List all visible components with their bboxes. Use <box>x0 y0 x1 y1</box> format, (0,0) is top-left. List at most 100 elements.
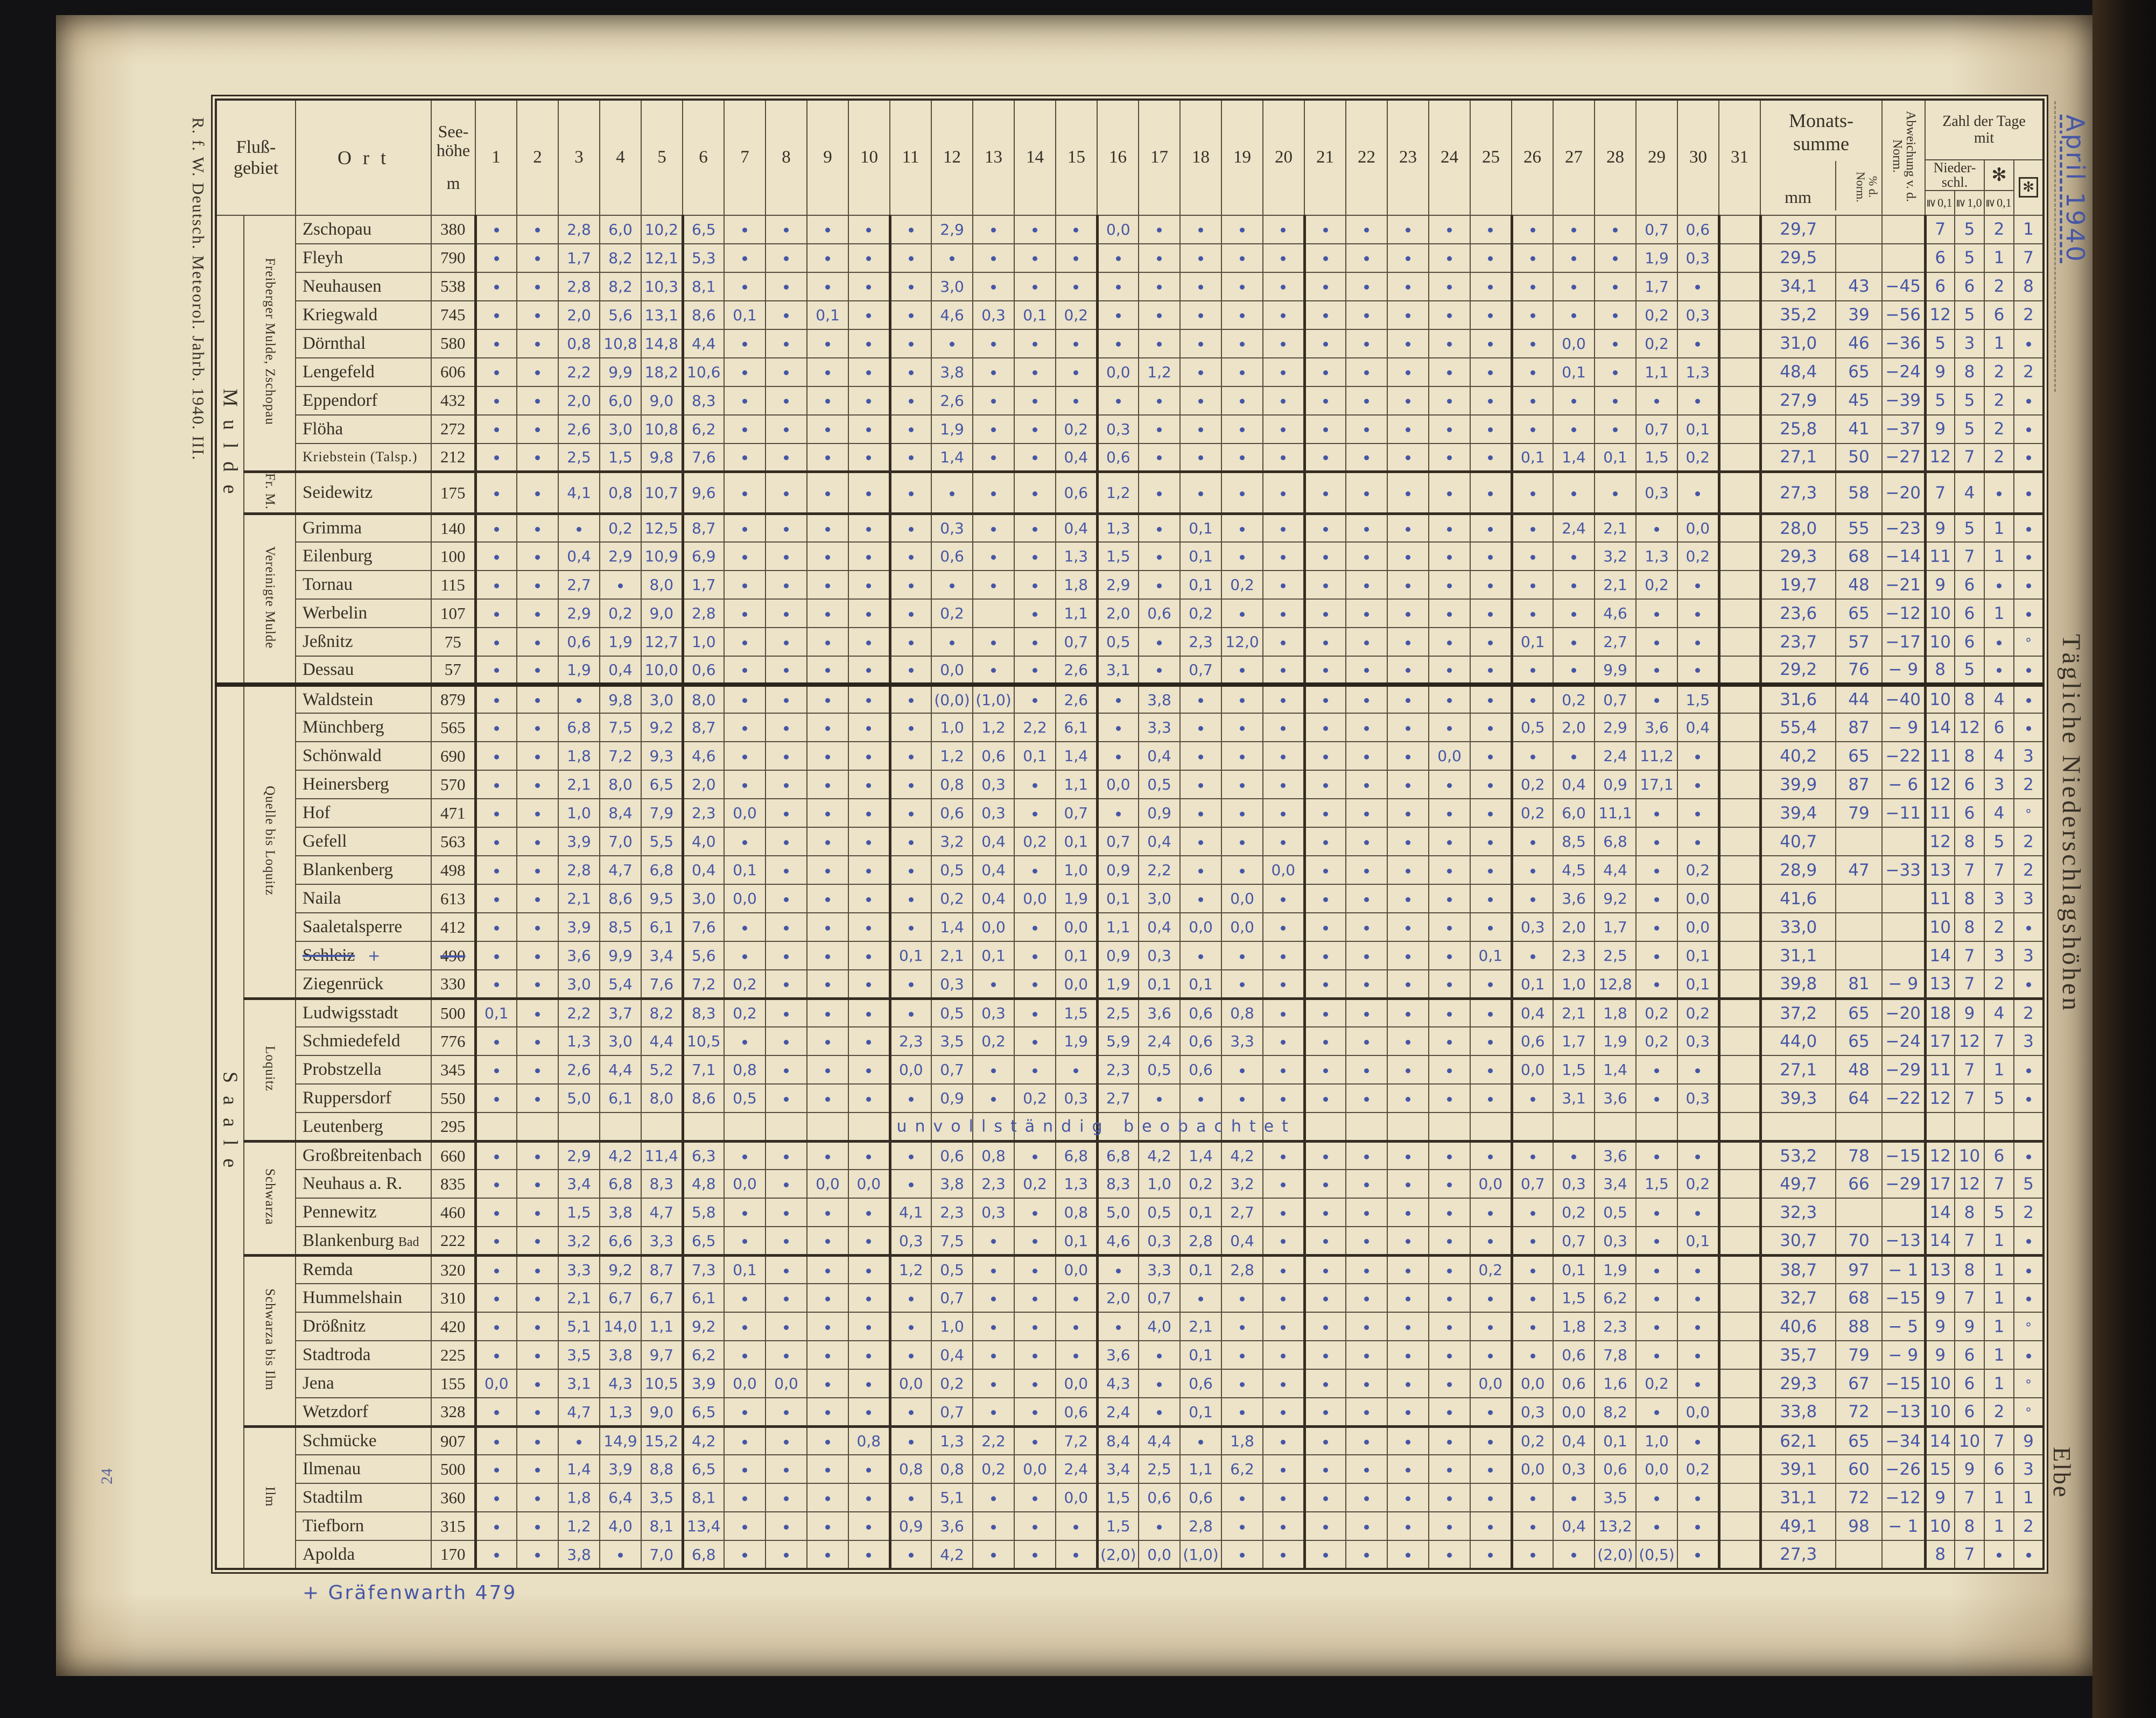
day-value <box>1138 656 1181 686</box>
elevation: 613 <box>431 884 476 914</box>
day-value: 0,8 <box>558 328 601 358</box>
elevation: 380 <box>431 214 476 244</box>
elevation: 115 <box>431 570 476 600</box>
day-value: 4,2 <box>1221 1139 1264 1171</box>
day-value: 0,0 <box>1510 1454 1554 1484</box>
day-value <box>1303 570 1347 600</box>
day-value <box>972 1055 1015 1085</box>
day-value <box>474 770 518 800</box>
percent-of-norm <box>1835 912 1883 942</box>
day-value <box>1470 1198 1513 1228</box>
elevation: 565 <box>431 713 476 743</box>
day-value <box>1345 512 1388 543</box>
day-value <box>1262 1055 1305 1085</box>
day-value: 0,2 <box>724 997 767 1028</box>
day-value <box>1635 1511 1679 1541</box>
day-value <box>1138 512 1181 543</box>
day-value <box>1387 969 1430 999</box>
day-value: 10,2 <box>641 214 684 244</box>
day-value: 0,1 <box>1470 941 1513 971</box>
percent-of-norm <box>1835 1540 1883 1570</box>
day-value <box>806 827 849 857</box>
day-value <box>806 969 849 999</box>
branch-group-label: Ilm <box>243 1425 297 1570</box>
day-value <box>1635 1283 1679 1313</box>
monthly-sum: 39,9 <box>1759 770 1837 800</box>
day-value <box>1345 470 1388 515</box>
elevation: 432 <box>431 385 476 416</box>
days-count: 17 <box>1923 1026 1956 1057</box>
day-value: 0,6 <box>1553 1340 1596 1370</box>
day-value: 0,6 <box>931 541 974 572</box>
day-value <box>1055 271 1098 301</box>
day-value <box>1470 770 1513 800</box>
day-value <box>1470 713 1513 743</box>
day-value <box>1510 1139 1554 1171</box>
elevation: 776 <box>431 1026 476 1057</box>
day-value: 2,0 <box>681 770 725 800</box>
day-value <box>931 328 974 358</box>
day-value <box>1510 599 1554 629</box>
day-value <box>1262 1169 1305 1199</box>
day-value <box>806 1397 849 1427</box>
day-value <box>848 741 891 771</box>
station-row: Leutenberg 295 unvollständig beobachtet <box>216 1112 2045 1142</box>
day-value: 3,4 <box>1594 1169 1637 1199</box>
day-value <box>1387 1425 1430 1456</box>
day-value <box>1014 570 1057 600</box>
day-value <box>681 1112 725 1142</box>
days-count: 3 <box>1984 770 2015 800</box>
day-value <box>1014 1112 1057 1142</box>
day-value <box>1262 1026 1305 1057</box>
days-count: 9 <box>1923 414 1956 444</box>
day-value <box>1014 357 1057 387</box>
day-value <box>516 1511 559 1541</box>
day-value <box>1055 357 1098 387</box>
day-value <box>1594 271 1637 301</box>
day-value: 1,2 <box>558 1511 601 1541</box>
days-count: 7 <box>1954 442 1985 473</box>
day-value: 2,9 <box>558 1139 601 1171</box>
day-value <box>888 884 932 914</box>
day-value <box>1262 682 1305 714</box>
days-count: 5 <box>1954 512 1985 543</box>
day-value <box>1303 1340 1347 1370</box>
days-count <box>2013 656 2045 686</box>
day-value <box>1179 884 1223 914</box>
elevation: 420 <box>431 1312 476 1342</box>
deviation-from-norm: − 9 <box>1881 713 1926 743</box>
day-value: 1,3 <box>1095 512 1140 543</box>
day-value <box>1014 1340 1057 1370</box>
day-value <box>806 214 849 244</box>
day-value: 0,5 <box>1138 1198 1181 1228</box>
day-value: 2,8 <box>558 271 601 301</box>
day-value <box>1510 214 1554 244</box>
day-value: 0,9 <box>1095 855 1140 885</box>
day-value <box>1345 357 1388 387</box>
day-value <box>1179 855 1223 885</box>
days-count: 14 <box>1923 1226 1956 1256</box>
day-value: 0,1 <box>972 941 1015 971</box>
branch-group-label: Schwarza <box>243 1139 297 1256</box>
station-name: Gefell <box>295 827 432 857</box>
day-value <box>724 1112 767 1142</box>
day-value <box>1345 1283 1388 1313</box>
day-value <box>1387 1511 1430 1541</box>
day-value <box>474 1169 518 1199</box>
day-value <box>1138 541 1181 572</box>
day-value <box>724 385 767 416</box>
day-value <box>1387 357 1430 387</box>
day-value: 1,3 <box>1055 541 1098 572</box>
day-value <box>1510 682 1554 714</box>
day-value: 0,0 <box>1470 1369 1513 1399</box>
day-value <box>848 912 891 942</box>
day-value <box>972 470 1015 515</box>
station-name: Stadtroda <box>295 1340 432 1370</box>
day-value <box>972 969 1015 999</box>
day-value <box>972 1283 1015 1313</box>
station-row: Pennewitz 460 1,5 3,8 4,7 5,8 4,1 2,3 0,3 0,8 5,0 0… <box>216 1198 2045 1228</box>
day-value <box>1303 1083 1347 1114</box>
day-value <box>516 442 559 473</box>
day-value <box>474 713 518 743</box>
elevation: 295 <box>431 1112 476 1142</box>
